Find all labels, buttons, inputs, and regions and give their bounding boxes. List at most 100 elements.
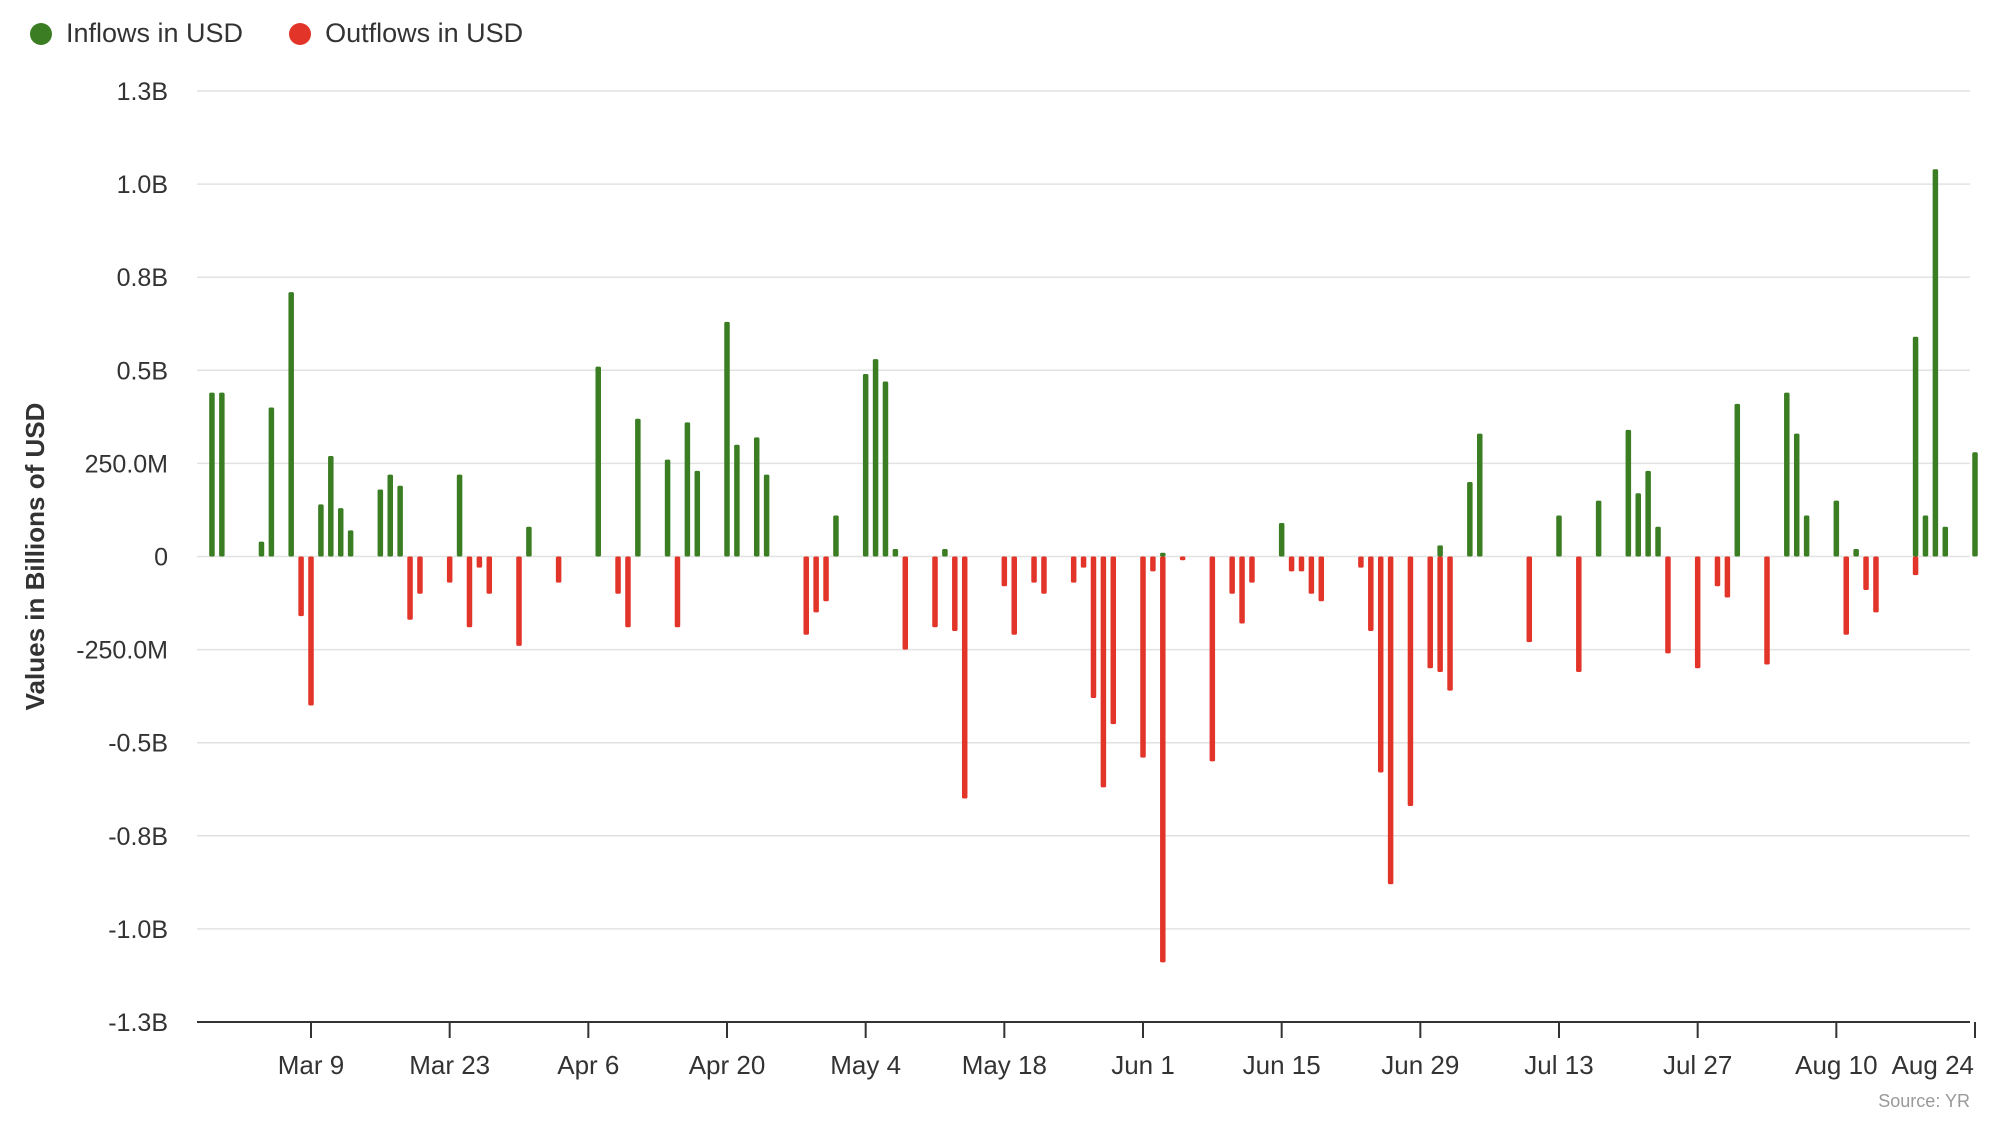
inflow-bar[interactable] <box>397 485 403 557</box>
outflow-bar[interactable] <box>1031 556 1037 583</box>
outflow-bar[interactable] <box>1090 556 1097 699</box>
outflow-bar[interactable] <box>1526 556 1533 643</box>
outflow-bar[interactable] <box>1724 556 1731 598</box>
outflow-bar[interactable] <box>1407 556 1414 807</box>
outflow-bar[interactable] <box>1694 556 1701 669</box>
inflow-bar[interactable] <box>595 366 601 557</box>
outflow-bar[interactable] <box>823 556 829 602</box>
outflow-bar[interactable] <box>407 556 413 620</box>
outflow-bar[interactable] <box>1665 556 1671 654</box>
inflow-bar[interactable] <box>258 541 265 557</box>
outflow-bar[interactable] <box>308 556 314 706</box>
outflow-bar[interactable] <box>1160 556 1166 963</box>
outflow-bar[interactable] <box>516 556 522 646</box>
inflow-bar[interactable] <box>1972 452 1978 557</box>
inflow-bar[interactable] <box>1655 526 1661 557</box>
outflow-bar[interactable] <box>1318 556 1325 602</box>
inflow-bar[interactable] <box>1467 482 1473 557</box>
inflow-bar[interactable] <box>288 292 294 557</box>
outflow-bar[interactable] <box>1209 556 1216 762</box>
outflow-bar[interactable] <box>1001 556 1008 587</box>
inflow-bar[interactable] <box>1942 526 1949 557</box>
outflow-bar[interactable] <box>1070 556 1077 583</box>
inflow-bar[interactable] <box>882 381 889 557</box>
inflow-bar[interactable] <box>1793 433 1800 557</box>
inflow-bar[interactable] <box>1784 392 1790 557</box>
inflow-bar[interactable] <box>377 489 384 557</box>
outflow-bar[interactable] <box>1843 556 1849 635</box>
outflow-bar[interactable] <box>1714 556 1721 587</box>
legend-item-inflows[interactable]: Inflows in USD <box>30 18 243 49</box>
outflow-bar[interactable] <box>466 556 473 628</box>
outflow-bar[interactable] <box>625 556 631 628</box>
inflow-bar[interactable] <box>1160 552 1166 557</box>
inflow-bar[interactable] <box>753 437 760 557</box>
legend-item-outflows[interactable]: Outflows in USD <box>289 18 523 49</box>
inflow-bar[interactable] <box>1922 515 1929 557</box>
inflow-bar[interactable] <box>1734 403 1741 557</box>
inflow-bar[interactable] <box>268 407 275 557</box>
inflow-bar[interactable] <box>684 422 691 557</box>
inflow-bar[interactable] <box>1932 169 1939 557</box>
inflow-bar[interactable] <box>862 374 869 557</box>
outflow-bar[interactable] <box>1427 556 1433 669</box>
inflow-bar[interactable] <box>734 444 740 557</box>
inflow-bar[interactable] <box>1833 500 1840 557</box>
outflow-bar[interactable] <box>1368 556 1374 631</box>
outflow-bar[interactable] <box>1080 556 1087 568</box>
inflow-bar[interactable] <box>318 504 324 557</box>
inflow-bar[interactable] <box>1912 336 1919 557</box>
outflow-bar[interactable] <box>674 556 681 628</box>
outflow-bar[interactable] <box>486 556 493 594</box>
outflow-bar[interactable] <box>1229 556 1235 594</box>
outflow-bar[interactable] <box>952 556 958 631</box>
outflow-bar[interactable] <box>932 556 938 628</box>
inflow-bar[interactable] <box>1803 515 1810 557</box>
inflow-bar[interactable] <box>1437 545 1443 557</box>
outflow-bar[interactable] <box>1110 556 1117 725</box>
inflow-bar[interactable] <box>833 515 839 557</box>
outflow-bar[interactable] <box>813 556 819 613</box>
inflow-bar[interactable] <box>694 470 701 557</box>
outflow-bar[interactable] <box>1387 556 1394 885</box>
outflow-bar[interactable] <box>615 556 621 594</box>
outflow-bar[interactable] <box>1140 556 1146 758</box>
outflow-bar[interactable] <box>1764 556 1770 665</box>
inflow-bar[interactable] <box>1595 500 1602 557</box>
inflow-bar[interactable] <box>724 321 730 557</box>
outflow-bar[interactable] <box>298 556 304 617</box>
outflow-bar[interactable] <box>1239 556 1245 624</box>
outflow-bar[interactable] <box>1377 556 1384 773</box>
outflow-bar[interactable] <box>1437 556 1443 672</box>
inflow-bar[interactable] <box>1477 433 1483 557</box>
outflow-bar[interactable] <box>1041 556 1047 594</box>
outflow-bar[interactable] <box>1288 556 1295 572</box>
inflow-bar[interactable] <box>387 474 393 557</box>
inflow-bar[interactable] <box>1853 549 1859 557</box>
inflow-bar[interactable] <box>892 549 899 557</box>
outflow-bar[interactable] <box>1873 556 1879 613</box>
inflow-bar[interactable] <box>635 418 641 557</box>
outflow-bar[interactable] <box>1150 556 1156 572</box>
inflow-bar[interactable] <box>347 530 354 557</box>
outflow-bar[interactable] <box>555 556 562 583</box>
outflow-bar[interactable] <box>1179 556 1186 561</box>
inflow-bar[interactable] <box>763 474 770 557</box>
outflow-bar[interactable] <box>1863 556 1869 591</box>
inflow-bar[interactable] <box>526 526 532 557</box>
outflow-bar[interactable] <box>1447 556 1453 691</box>
inflow-bar[interactable] <box>209 392 215 557</box>
inflow-bar[interactable] <box>1556 515 1562 557</box>
inflow-bar[interactable] <box>1645 470 1651 557</box>
inflow-bar[interactable] <box>664 459 671 557</box>
inflow-bar[interactable] <box>456 474 463 557</box>
inflow-bar[interactable] <box>337 508 344 557</box>
inflow-bar[interactable] <box>328 455 334 557</box>
outflow-bar[interactable] <box>1358 556 1364 568</box>
outflow-bar[interactable] <box>803 556 809 635</box>
inflow-bar[interactable] <box>942 549 948 557</box>
inflow-bar[interactable] <box>872 359 879 557</box>
inflow-bar[interactable] <box>1635 493 1641 557</box>
inflow-bar[interactable] <box>219 392 225 557</box>
inflow-bar[interactable] <box>1278 522 1285 557</box>
